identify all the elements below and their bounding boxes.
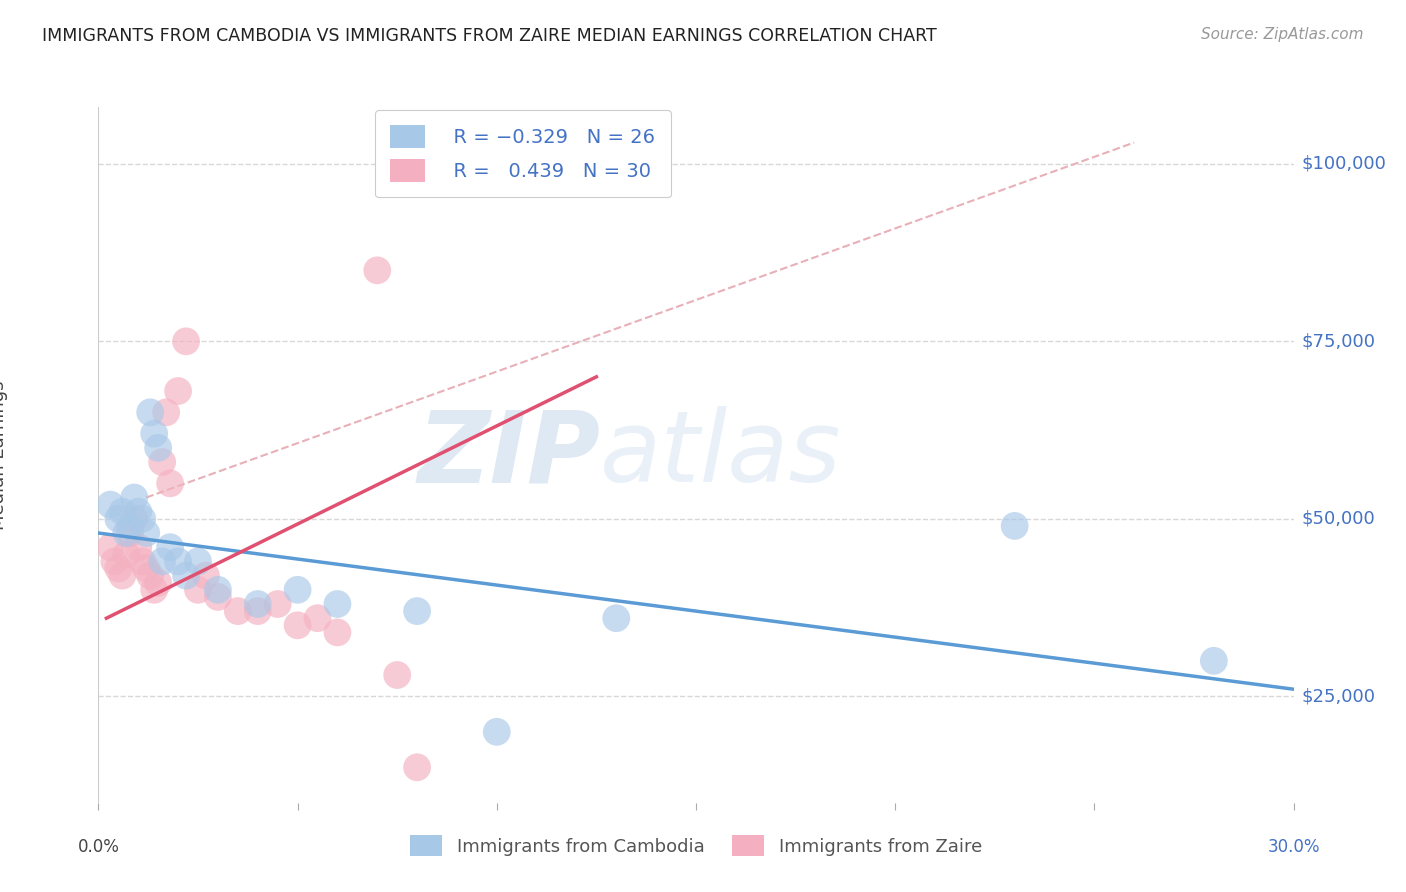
Point	[207, 590, 229, 604]
Legend: Immigrants from Cambodia, Immigrants from Zaire: Immigrants from Cambodia, Immigrants fro…	[402, 828, 990, 863]
Point	[174, 334, 197, 349]
Text: IMMIGRANTS FROM CAMBODIA VS IMMIGRANTS FROM ZAIRE MEDIAN EARNINGS CORRELATION CH: IMMIGRANTS FROM CAMBODIA VS IMMIGRANTS F…	[42, 27, 936, 45]
Text: Source: ZipAtlas.com: Source: ZipAtlas.com	[1201, 27, 1364, 42]
Point	[287, 582, 309, 597]
Point	[167, 554, 190, 568]
Text: 0.0%: 0.0%	[77, 838, 120, 856]
Point	[150, 455, 173, 469]
Point	[124, 512, 146, 526]
Point	[143, 426, 166, 441]
Point	[194, 568, 218, 582]
Text: atlas: atlas	[600, 407, 842, 503]
Point	[406, 604, 429, 618]
Point	[159, 476, 181, 491]
Text: ZIP: ZIP	[418, 407, 600, 503]
Point	[1004, 519, 1026, 533]
Point	[267, 597, 290, 611]
Point	[135, 561, 157, 575]
Point	[107, 512, 129, 526]
Point	[131, 512, 153, 526]
Point	[139, 568, 162, 582]
Point	[148, 575, 170, 590]
Point	[246, 604, 269, 618]
Point	[326, 625, 349, 640]
Point	[159, 540, 181, 554]
Point	[135, 526, 157, 541]
Point	[143, 582, 166, 597]
Point	[326, 597, 349, 611]
Point	[187, 554, 209, 568]
Point	[115, 547, 138, 561]
Text: $50,000: $50,000	[1302, 510, 1375, 528]
Point	[107, 561, 129, 575]
Point	[385, 668, 409, 682]
Point	[127, 540, 149, 554]
Point	[246, 597, 269, 611]
Point	[103, 554, 125, 568]
Point	[131, 554, 153, 568]
Point	[1202, 654, 1225, 668]
Point	[124, 491, 146, 505]
Point	[139, 405, 162, 419]
Point	[111, 568, 134, 582]
Text: 30.0%: 30.0%	[1267, 838, 1320, 856]
Point	[307, 611, 329, 625]
Point	[287, 618, 309, 632]
Text: $100,000: $100,000	[1302, 155, 1386, 173]
Point	[120, 526, 142, 541]
Point	[120, 519, 142, 533]
Point	[605, 611, 627, 625]
Point	[485, 724, 508, 739]
Point	[167, 384, 190, 398]
Point	[148, 441, 170, 455]
Point	[187, 582, 209, 597]
Point	[98, 540, 122, 554]
Point	[111, 505, 134, 519]
Text: $25,000: $25,000	[1302, 688, 1375, 706]
Point	[155, 405, 177, 419]
Point	[98, 498, 122, 512]
Point	[150, 554, 173, 568]
Point	[127, 505, 149, 519]
Text: $75,000: $75,000	[1302, 333, 1375, 351]
Point	[226, 604, 249, 618]
Point	[366, 263, 388, 277]
Point	[406, 760, 429, 774]
Point	[207, 582, 229, 597]
Point	[174, 568, 197, 582]
Text: Median Earnings: Median Earnings	[0, 380, 8, 530]
Point	[115, 526, 138, 541]
